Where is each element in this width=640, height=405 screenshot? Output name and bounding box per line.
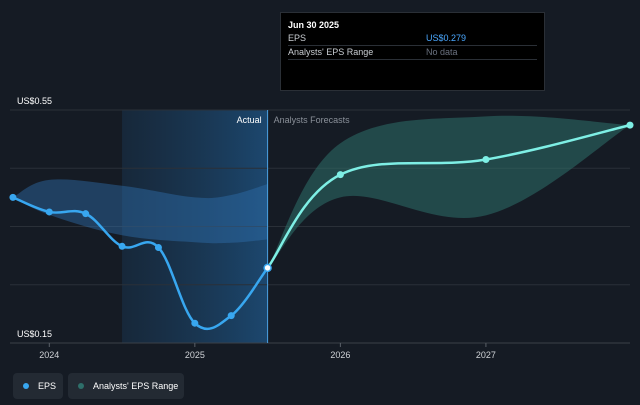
actual-label: Actual [237,115,262,125]
eps-point[interactable] [118,242,126,250]
x-tick-label: 2027 [476,350,496,360]
eps-forecast-point[interactable] [336,171,344,179]
x-tick-label: 2026 [330,350,350,360]
tooltip-range-label: Analysts' EPS Range [288,47,374,57]
eps-point[interactable] [45,208,53,216]
eps-forecast-point[interactable] [482,156,490,164]
eps-line [12,196,269,331]
tooltip-eps-label: EPS [288,33,307,43]
eps-point[interactable] [227,312,235,320]
eps-forecast-point[interactable] [626,121,634,129]
x-axis-ticks: 2024 2025 2026 2027 [39,343,496,360]
legend-eps-swatch-icon [23,383,29,389]
legend-item-analysts-eps-range[interactable]: Analysts' EPS Range [68,373,184,399]
eps-point-selected[interactable] [263,263,272,273]
eps-points [9,121,634,327]
legend-eps-label: EPS [38,381,57,391]
eps-forecast-line [266,123,631,269]
hover-tooltip: Jun 30 2025 EPS US$0.279 Analysts' EPS R… [280,12,545,91]
eps-point[interactable] [9,193,17,201]
eps-point[interactable] [154,243,162,251]
forecast-eps-range-band [267,115,630,268]
legend-item-eps[interactable]: EPS [13,373,63,399]
eps-point[interactable] [191,319,199,327]
x-tick-label: 2025 [185,350,205,360]
tooltip-date: Jun 30 2025 [288,20,340,30]
x-tick-label: 2024 [39,350,59,360]
y-tick-label-bottom: US$0.15 [17,329,52,339]
tooltip-row-eps: EPS US$0.279 [288,32,537,46]
tooltip-range-value: No data [426,47,458,57]
tooltip-eps-value: US$0.279 [426,33,467,43]
past-eps-range-band [12,179,268,244]
legend-range-swatch-icon [78,383,84,389]
analysts-forecasts-label: Analysts Forecasts [274,115,351,125]
tooltip-row-range: Analysts' EPS Range No data [288,46,537,60]
legend-range-label: Analysts' EPS Range [93,381,179,391]
eps-point[interactable] [82,210,90,218]
y-tick-label-top: US$0.55 [17,96,52,106]
